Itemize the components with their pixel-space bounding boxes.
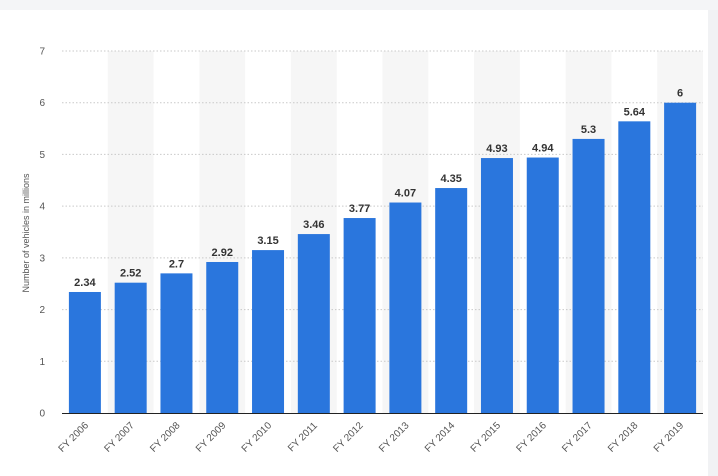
x-tick-label: FY 2019 [652,420,687,455]
y-axis-title: Number of vehicles in millions [21,173,31,293]
x-tick-label: FY 2012 [331,420,366,455]
y-tick-label: 1 [39,357,45,368]
bars [68,102,697,414]
bar [572,138,605,413]
x-tick-label: FY 2015 [469,420,504,455]
y-tick-label: 2 [39,305,45,316]
bar [526,157,559,413]
y-tick-label: 5 [39,150,45,161]
bar [206,261,239,413]
bar [435,188,468,413]
bar [114,282,147,413]
bar [343,218,376,413]
top-band [0,0,718,10]
y-tick-label: 6 [39,98,45,109]
right-strip [708,10,718,476]
bar [252,250,285,413]
y-tick-label: 0 [39,409,45,420]
value-label: 4.94 [532,143,554,155]
bar [160,273,193,413]
value-label: 4.07 [395,188,416,200]
value-label: 6 [677,88,683,100]
bar [68,291,101,413]
bar [480,158,513,413]
x-tick-label: FY 2016 [514,420,549,455]
x-tick-label: FY 2008 [148,420,183,455]
x-tick-label: FY 2017 [560,420,595,455]
bar [389,202,422,413]
x-tick-label: FY 2018 [606,420,641,455]
y-axis-ticks: 0 1 2 3 4 5 6 7 [39,47,45,420]
value-label: 2.7 [169,258,184,270]
value-labels: 2.34 2.52 2.7 2.92 3.15 3.46 3.77 4.07 4.35 4.93 4… [74,88,683,289]
y-tick-label: 7 [39,47,45,58]
x-tick-label: FY 2010 [240,420,275,455]
x-tick-label: FY 2009 [194,420,229,455]
y-tick-label: 3 [39,253,45,264]
value-label: 2.34 [74,277,96,289]
x-tick-label: FY 2014 [423,420,458,455]
value-label: 4.93 [486,143,507,155]
value-label: 5.64 [624,106,646,118]
value-label: 4.35 [440,173,461,185]
x-axis-ticks: FY 2006 FY 2007 FY 2008 FY 2009 FY 2010 FY 20… [57,420,687,455]
value-label: 5.3 [581,124,596,136]
value-label: 3.46 [303,219,324,231]
x-tick-label: FY 2007 [102,420,137,455]
bar [618,121,651,414]
value-label: 2.92 [212,247,233,259]
value-label: 3.15 [257,235,278,247]
bar [664,102,697,413]
x-tick-label: FY 2013 [377,420,412,455]
value-label: 2.52 [120,268,141,280]
y-tick-label: 4 [39,202,45,213]
value-label: 3.77 [349,203,370,215]
x-tick-label: FY 2011 [286,420,320,454]
bar [297,234,330,413]
x-tick-label: FY 2006 [57,420,92,455]
